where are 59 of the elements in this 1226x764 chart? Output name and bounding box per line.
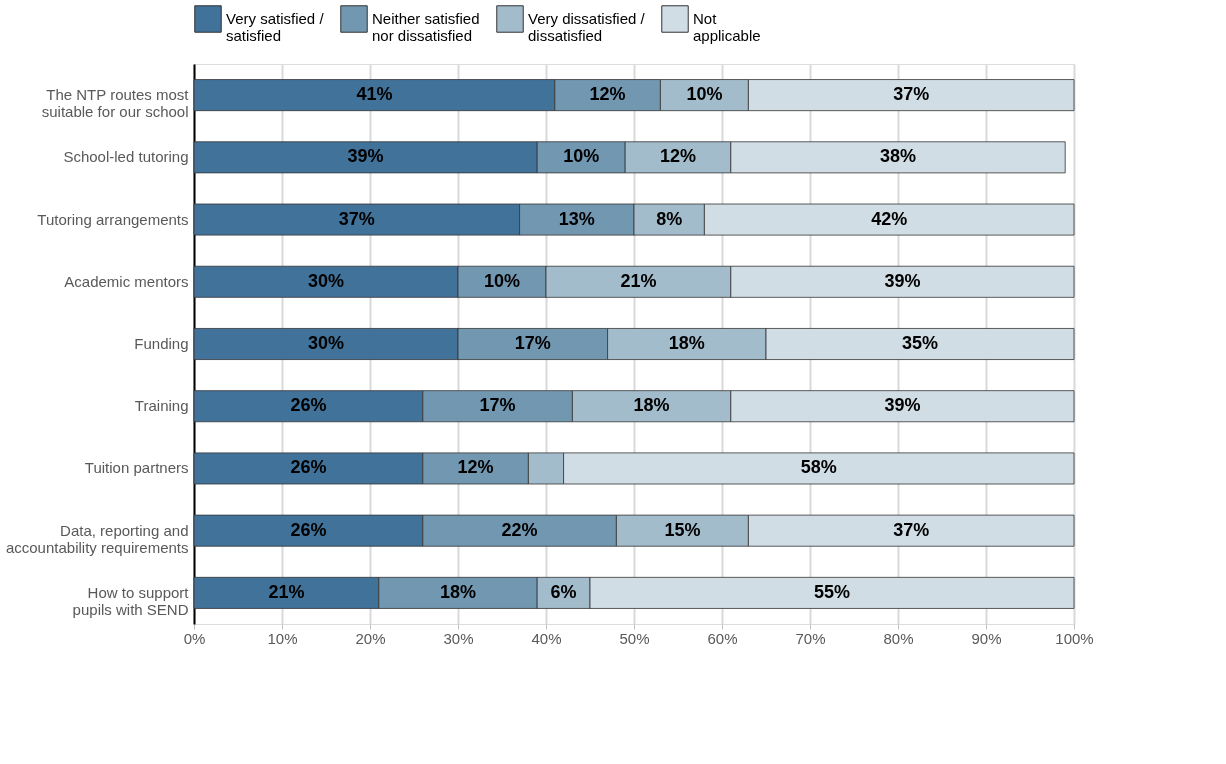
data-label: 18%: [439, 581, 477, 602]
data-label: 12%: [457, 457, 494, 478]
data-label: 22%: [501, 519, 538, 540]
y-tick-label: How to support pupils with SEND: [72, 583, 190, 618]
data-label: 39%: [884, 270, 921, 291]
data-label: 55%: [813, 581, 851, 602]
y-tick-label: School-led tutoring: [63, 148, 189, 166]
data-label: 18%: [633, 395, 670, 416]
y-tick-label: Training: [134, 397, 189, 415]
y-tick-label: Academic mentors: [64, 272, 189, 290]
data-label: 15%: [664, 519, 701, 540]
data-label: 58%: [800, 457, 837, 478]
x-tick-label: 90%: [971, 629, 1002, 647]
data-label: 39%: [347, 146, 384, 167]
data-label: 17%: [479, 395, 516, 416]
x-tick-label: 20%: [355, 629, 386, 647]
legend-label: Very dissatisfied / dissatisfied: [528, 10, 646, 44]
data-label: 26%: [290, 457, 327, 478]
data-label: 38%: [879, 146, 917, 167]
data-label: 12%: [659, 146, 697, 167]
data-label: 18%: [668, 333, 705, 353]
data-label: 21%: [620, 270, 657, 291]
data-label: 12%: [589, 84, 626, 105]
data-label: 37%: [338, 208, 375, 229]
x-tick-label: 60%: [707, 629, 738, 647]
x-tick-label: 50%: [619, 629, 650, 647]
data-label: 21%: [268, 581, 305, 602]
y-tick-label: Funding: [134, 335, 189, 352]
data-label: 30%: [307, 333, 345, 353]
x-tick-label: 100%: [1055, 629, 1094, 647]
x-tick-label: 40%: [531, 629, 562, 647]
data-label: 30%: [307, 270, 345, 291]
data-label: 26%: [290, 519, 327, 540]
data-label: 42%: [871, 208, 908, 229]
data-label: 6%: [550, 581, 577, 602]
data-label: 10%: [483, 270, 521, 291]
legend-label: Neither satisfied nor dissatisfied: [372, 10, 480, 44]
data-label: 8%: [656, 208, 683, 229]
y-tick-label: The NTP routes most suitable for our school: [41, 86, 190, 121]
data-label: 26%: [290, 395, 327, 416]
x-tick-label: 10%: [267, 629, 298, 647]
data-label: 35%: [901, 333, 939, 353]
y-tick-label: Tuition partners: [84, 459, 189, 477]
legend-label: Very satisfied / satisfied: [226, 10, 325, 44]
x-tick-label: 70%: [795, 629, 826, 647]
data-label: 37%: [893, 519, 930, 540]
legend-label: Not applicable: [693, 10, 761, 44]
x-tick-label: 30%: [443, 629, 474, 647]
data-label: 13%: [558, 208, 595, 229]
x-tick-label: 80%: [883, 629, 914, 647]
data-label: 10%: [563, 146, 600, 167]
y-tick-label: Data, reporting and accountability requirements: [5, 521, 189, 556]
data-label: 41%: [356, 84, 393, 105]
data-label: 17%: [514, 333, 551, 353]
x-tick-label: 0%: [183, 629, 206, 647]
y-tick-label: Tutoring arrangements: [37, 210, 189, 228]
data-label: 39%: [884, 395, 921, 416]
data-label: 37%: [893, 84, 930, 105]
data-label: 10%: [686, 84, 723, 105]
